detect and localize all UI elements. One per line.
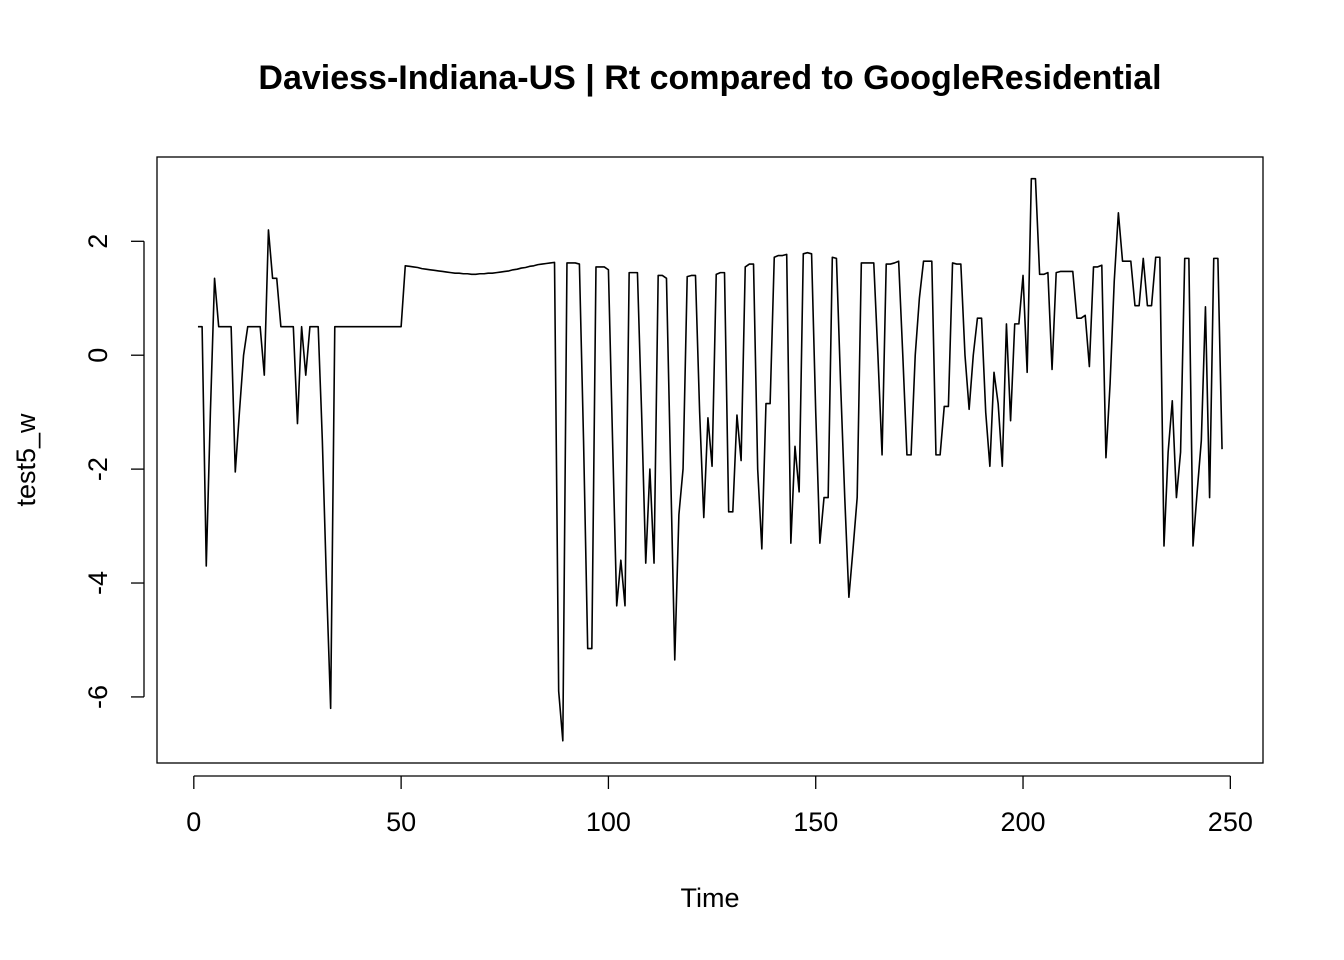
- y-tick-label: -2: [83, 457, 113, 481]
- plot-box: [156, 156, 1264, 764]
- x-tick-label: 150: [793, 807, 838, 837]
- chart-title: Daviess-Indiana-US | Rt compared to Goog…: [258, 59, 1161, 97]
- y-axis-label: test5_w: [11, 413, 41, 507]
- y-tick-label: 2: [83, 234, 113, 249]
- x-tick-label: 200: [1000, 807, 1045, 837]
- series-line: [197, 177, 1223, 742]
- x-tick-label: 100: [586, 807, 631, 837]
- x-tick-label: 250: [1208, 807, 1253, 837]
- x-tick-label: 0: [186, 807, 201, 837]
- y-tick-label: -6: [83, 685, 113, 709]
- y-tick-label: 0: [83, 348, 113, 363]
- x-tick-label: 50: [386, 807, 416, 837]
- x-axis-label: Time: [681, 883, 740, 913]
- y-tick-label: -4: [83, 571, 113, 595]
